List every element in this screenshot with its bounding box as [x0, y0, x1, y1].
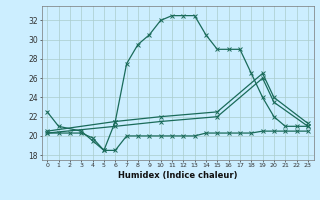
- X-axis label: Humidex (Indice chaleur): Humidex (Indice chaleur): [118, 171, 237, 180]
